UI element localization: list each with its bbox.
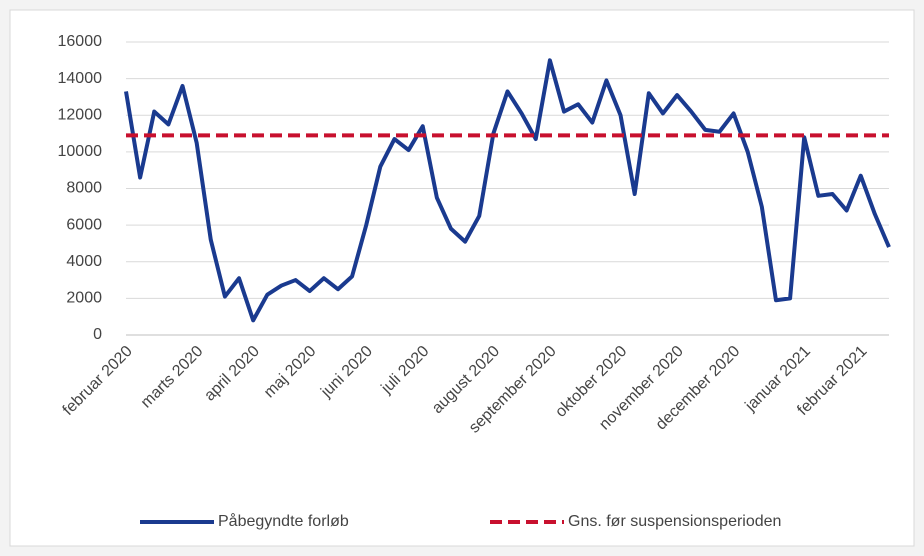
y-tick-label: 4000	[66, 253, 102, 270]
chart-frame	[9, 9, 915, 547]
y-tick-label: 16000	[58, 33, 103, 50]
y-tick-label: 14000	[58, 70, 103, 87]
y-tick-label: 10000	[58, 143, 103, 160]
y-tick-label: 8000	[66, 180, 102, 197]
legend-label: Påbegyndte forløb	[218, 512, 349, 530]
y-tick-label: 12000	[58, 106, 103, 123]
y-tick-label: 2000	[66, 290, 102, 307]
legend-label: Gns. før suspensionsperioden	[568, 513, 781, 530]
y-tick-label: 6000	[66, 216, 102, 233]
y-tick-label: 0	[93, 326, 102, 343]
series-line	[124, 58, 891, 323]
